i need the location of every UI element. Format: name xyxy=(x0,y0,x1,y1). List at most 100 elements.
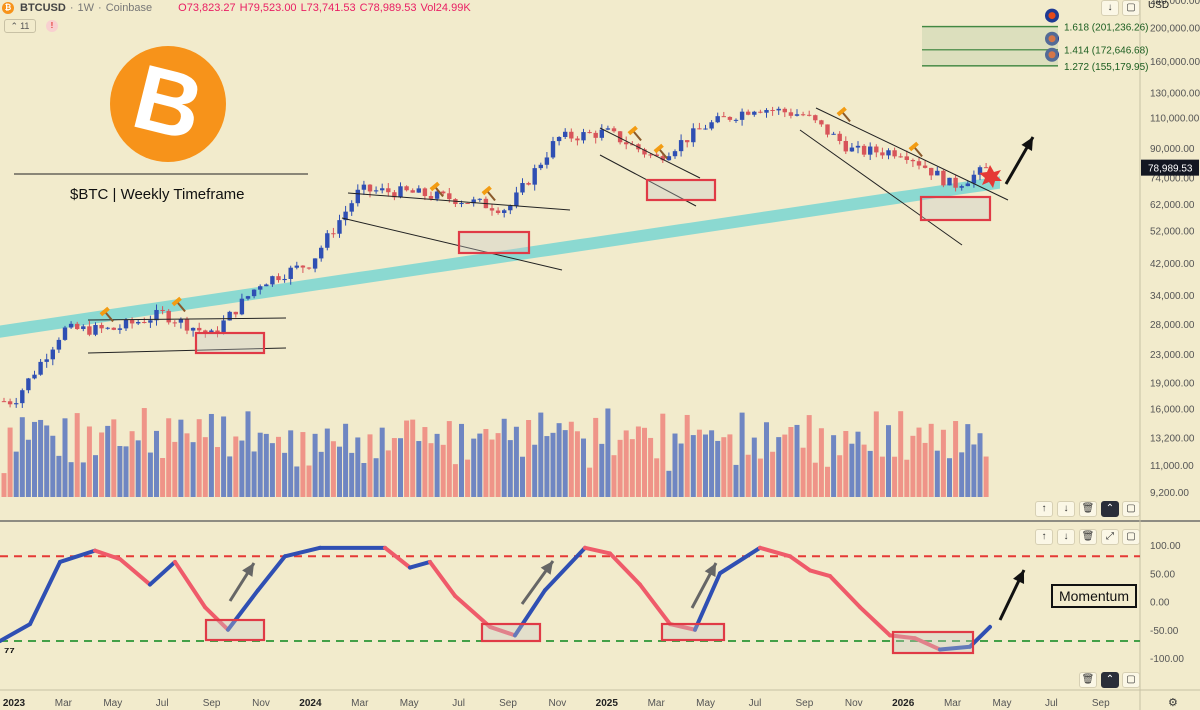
candle-body xyxy=(556,136,562,142)
candle-body xyxy=(721,116,726,118)
candle-body xyxy=(922,165,928,168)
price-tick-label: 74,000.00 xyxy=(1150,173,1195,184)
volume-bar xyxy=(471,438,477,497)
osc-maximize-icon[interactable]: ▢ xyxy=(1122,529,1140,545)
candle-body xyxy=(477,198,482,200)
volume-bar xyxy=(886,425,891,497)
volume-bar xyxy=(62,418,68,497)
volume-bar xyxy=(855,431,861,497)
candle-body xyxy=(62,327,68,340)
trendline xyxy=(87,347,287,354)
hammer-head xyxy=(836,106,847,117)
maximize-pane-icon[interactable]: ▢ xyxy=(1122,501,1140,517)
candle-body xyxy=(148,320,153,323)
interval-label[interactable]: 1W xyxy=(77,2,95,14)
osc-down-icon[interactable]: ↓ xyxy=(1057,529,1075,545)
time-tick-label: Mar xyxy=(648,698,666,709)
candle-body xyxy=(910,159,916,162)
candle-body xyxy=(624,142,629,145)
candle-body xyxy=(209,330,214,333)
bottom-trash-icon[interactable]: 🗑 xyxy=(1079,672,1097,688)
candle-body xyxy=(764,109,769,113)
currency-label[interactable]: USD xyxy=(1148,0,1170,11)
volume-bar xyxy=(190,442,196,497)
candle-body xyxy=(300,265,306,268)
volume-bar xyxy=(154,430,159,497)
fib-zone xyxy=(922,26,1058,66)
oscillator-segment xyxy=(638,582,672,627)
volume-bar xyxy=(263,433,269,497)
time-tick-label: 2024 xyxy=(299,698,322,709)
trendline xyxy=(799,129,963,246)
volume-bar xyxy=(800,447,806,497)
candle-body xyxy=(380,188,385,191)
candle-body xyxy=(599,129,604,138)
volume-bar xyxy=(196,419,202,497)
volume-bar xyxy=(337,446,342,497)
volume-bar xyxy=(818,428,824,497)
volume-bar xyxy=(751,437,757,497)
bottom-collapse-icon[interactable]: ⌃ xyxy=(1101,672,1119,688)
candle-body xyxy=(935,170,940,176)
volume-bar xyxy=(300,432,306,497)
maximize-icon[interactable]: ▢ xyxy=(1122,0,1140,16)
price-tick-label: 16,000.00 xyxy=(1150,405,1195,416)
hammer-icon xyxy=(99,306,114,323)
volume-bar xyxy=(562,430,568,497)
price-tick-label: 11,000.00 xyxy=(1150,461,1194,472)
scroll-down-icon[interactable]: ↓ xyxy=(1101,0,1119,16)
hammer-head xyxy=(653,143,664,154)
candle-body xyxy=(294,265,299,268)
volume-bar xyxy=(38,419,44,497)
pane-down-icon[interactable]: ↓ xyxy=(1057,501,1075,517)
volume-bar xyxy=(879,456,885,497)
osc-trash-icon[interactable]: 🗑 xyxy=(1079,529,1097,545)
candle-body xyxy=(99,325,104,329)
candle-body xyxy=(660,156,665,161)
volume-bar xyxy=(757,458,763,497)
candle-body xyxy=(617,131,623,143)
volume-bar xyxy=(349,452,355,497)
settings-icon[interactable]: ⚙ xyxy=(1168,697,1178,709)
volume-bar xyxy=(629,439,635,497)
fib-level-label: 1.272 (155,179.95) xyxy=(1064,62,1149,73)
hammer-handle xyxy=(658,148,668,160)
candle-body xyxy=(837,133,842,142)
indicators-toggle[interactable]: ⌃ 11 xyxy=(4,19,36,33)
alert-icon[interactable]: ! xyxy=(46,20,58,32)
oscillator-segment xyxy=(118,557,152,587)
candle-body xyxy=(81,326,86,330)
osc-tick-label: 50.00 xyxy=(1150,569,1175,580)
candle-body xyxy=(221,320,226,334)
candle-body xyxy=(434,191,440,199)
time-tick-label: Jul xyxy=(452,698,465,709)
oscillator-segment xyxy=(256,554,287,593)
oscillator-box xyxy=(660,622,726,642)
bottom-maximize-icon[interactable]: ▢ xyxy=(1122,672,1140,688)
trash-icon[interactable]: 🗑 xyxy=(1079,501,1097,517)
candle-body xyxy=(709,122,714,129)
candle-body xyxy=(160,309,165,311)
candle-body xyxy=(959,186,964,188)
volume-bar xyxy=(520,456,525,497)
osc-up-icon[interactable]: ↑ xyxy=(1035,529,1053,545)
volume-bar xyxy=(684,414,690,497)
symbol-name[interactable]: BTCUSD xyxy=(20,2,66,14)
oscillator-segment xyxy=(913,636,942,652)
time-tick-label: Mar xyxy=(351,698,369,709)
expand-pane-icon[interactable]: ⤢ xyxy=(1101,529,1119,545)
volume-bar xyxy=(434,433,440,497)
collapse-pane-icon[interactable]: ⌃ xyxy=(1101,501,1119,517)
time-tick-label: May xyxy=(400,698,419,709)
pane-up-icon[interactable]: ↑ xyxy=(1035,501,1053,517)
candle-body xyxy=(264,284,269,287)
volume-bar xyxy=(550,432,556,497)
volume-bar xyxy=(215,447,220,497)
volume-bar xyxy=(166,418,172,497)
candle-body xyxy=(367,184,373,192)
volume-bar xyxy=(605,408,611,497)
volume-bar xyxy=(452,464,458,497)
price-tick-label: 160,000.00 xyxy=(1150,57,1200,68)
volume-bar xyxy=(416,441,422,497)
